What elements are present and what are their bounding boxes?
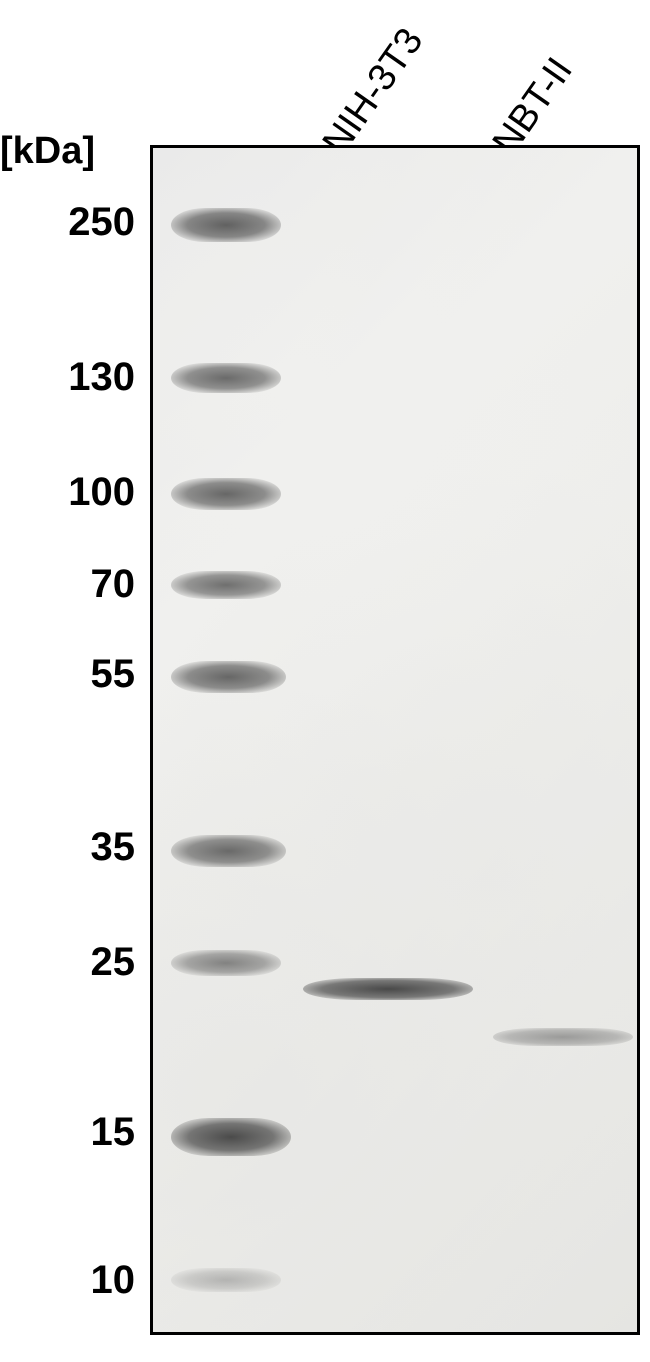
marker-label-55: 55 — [35, 652, 135, 697]
marker-band-100 — [171, 478, 281, 510]
marker-band-25 — [171, 950, 281, 976]
marker-label-10: 10 — [35, 1258, 135, 1303]
sample-band-nih3t3 — [303, 978, 473, 1000]
marker-label-35: 35 — [35, 825, 135, 870]
marker-band-250 — [171, 208, 281, 242]
blot-figure: [kDa] NIH-3T3 NBT-II 250 130 100 70 55 3… — [0, 0, 650, 1362]
sample-band-nbtii — [493, 1028, 633, 1046]
marker-band-130 — [171, 363, 281, 393]
lane-label-nih3t3: NIH-3T3 — [315, 21, 433, 163]
axis-unit-label: [kDa] — [0, 130, 95, 173]
marker-label-15: 15 — [35, 1110, 135, 1155]
marker-label-130: 130 — [35, 355, 135, 400]
marker-label-250: 250 — [35, 200, 135, 245]
marker-band-10 — [171, 1268, 281, 1292]
marker-band-70 — [171, 571, 281, 599]
marker-band-55 — [171, 661, 286, 693]
marker-label-25: 25 — [35, 940, 135, 985]
marker-band-15 — [171, 1118, 291, 1156]
marker-label-70: 70 — [35, 562, 135, 607]
blot-background — [153, 148, 637, 1332]
blot-membrane — [150, 145, 640, 1335]
marker-label-100: 100 — [35, 470, 135, 515]
marker-band-35 — [171, 835, 286, 867]
